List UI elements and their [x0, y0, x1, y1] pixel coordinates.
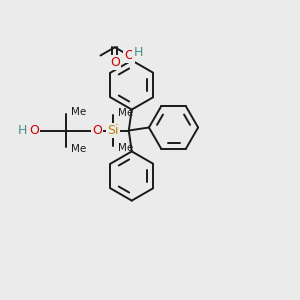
Text: Me: Me — [71, 107, 86, 117]
Text: O: O — [110, 56, 120, 69]
Text: Me: Me — [71, 144, 86, 154]
Text: H: H — [18, 124, 27, 137]
Text: H: H — [134, 46, 143, 59]
Text: O: O — [29, 124, 39, 137]
Text: O: O — [92, 124, 102, 137]
Text: Me: Me — [118, 143, 134, 153]
Text: Si: Si — [107, 124, 119, 137]
Text: O: O — [124, 49, 134, 62]
Text: Me: Me — [118, 108, 134, 118]
